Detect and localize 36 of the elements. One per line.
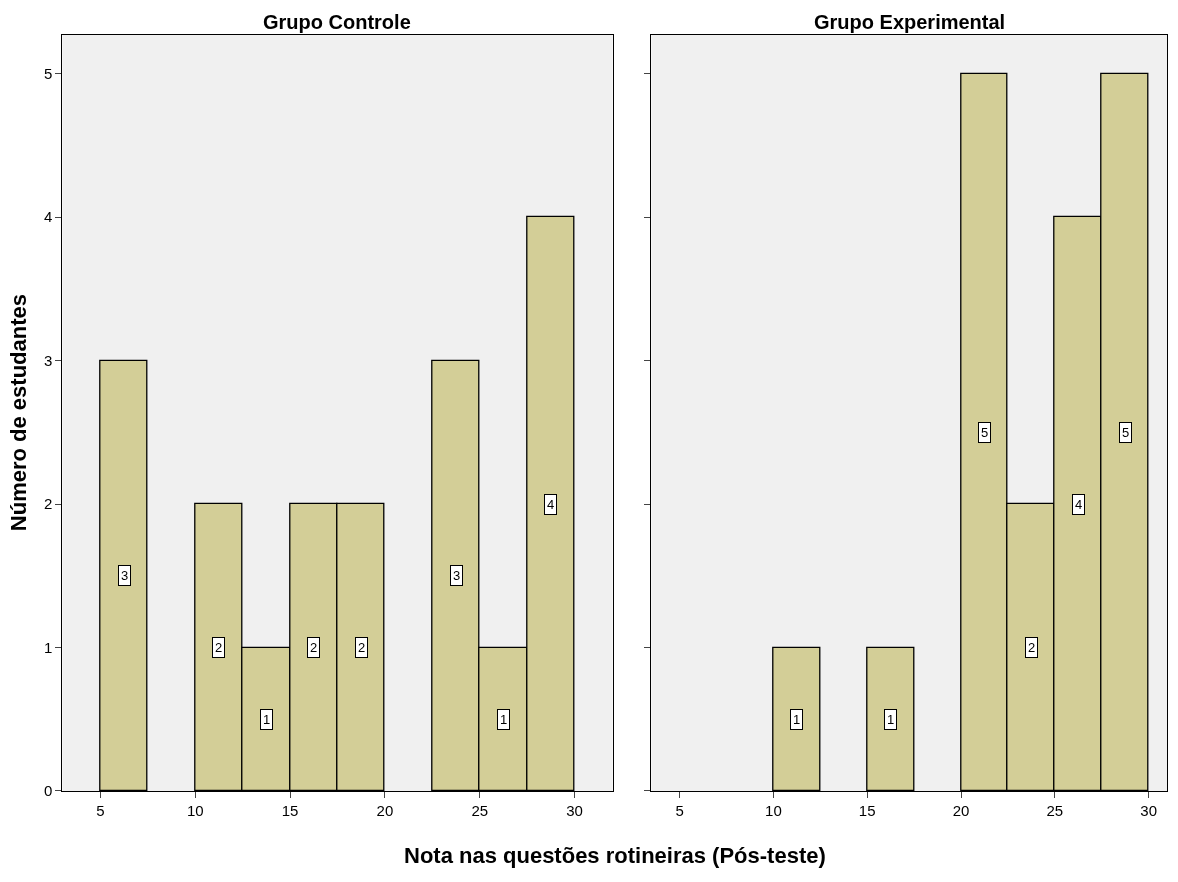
- x-tick-label: 15: [281, 801, 299, 819]
- chart-title: Grupo Controle: [263, 11, 411, 33]
- data-label: 2: [358, 640, 366, 655]
- x-tick-label: 5: [96, 801, 105, 819]
- data-label: 1: [500, 712, 508, 727]
- data-label: 1: [263, 712, 271, 727]
- data-label: 1: [793, 712, 801, 727]
- y-tick-label: 2: [44, 495, 53, 513]
- x-tick-label: 5: [675, 801, 684, 819]
- data-label: 2: [1028, 640, 1036, 655]
- x-tick-label: 20: [952, 801, 970, 819]
- chart-title: Grupo Experimental: [814, 11, 1006, 33]
- data-label: 5: [1122, 425, 1130, 440]
- x-tick-label: 25: [471, 801, 489, 819]
- y-tick-label: 4: [44, 208, 53, 226]
- data-label: 3: [453, 568, 461, 583]
- y-tick-label: 0: [44, 782, 53, 800]
- y-tick-label: 5: [44, 64, 53, 82]
- x-tick-label: 30: [566, 801, 583, 819]
- x-tick-label: 30: [1140, 801, 1157, 819]
- y-tick-label: 1: [44, 638, 53, 656]
- x-tick-label: 10: [765, 801, 782, 819]
- data-label: 1: [887, 712, 895, 727]
- x-tick-label: 10: [186, 801, 204, 819]
- y-tick-label: 3: [44, 351, 53, 369]
- x-axis-title: Nota nas questões rotineiras (Pós-teste): [404, 843, 826, 868]
- y-axis-title: Número de estudantes: [6, 294, 32, 532]
- data-label: 5: [981, 425, 989, 440]
- data-label: 4: [1075, 497, 1083, 512]
- data-label: 2: [215, 640, 223, 655]
- x-tick-label: 15: [858, 801, 876, 819]
- data-label: 2: [310, 640, 318, 655]
- data-label: 4: [547, 497, 555, 512]
- data-label: 3: [121, 568, 129, 583]
- x-tick-label: 25: [1046, 801, 1064, 819]
- x-tick-label: 20: [376, 801, 394, 819]
